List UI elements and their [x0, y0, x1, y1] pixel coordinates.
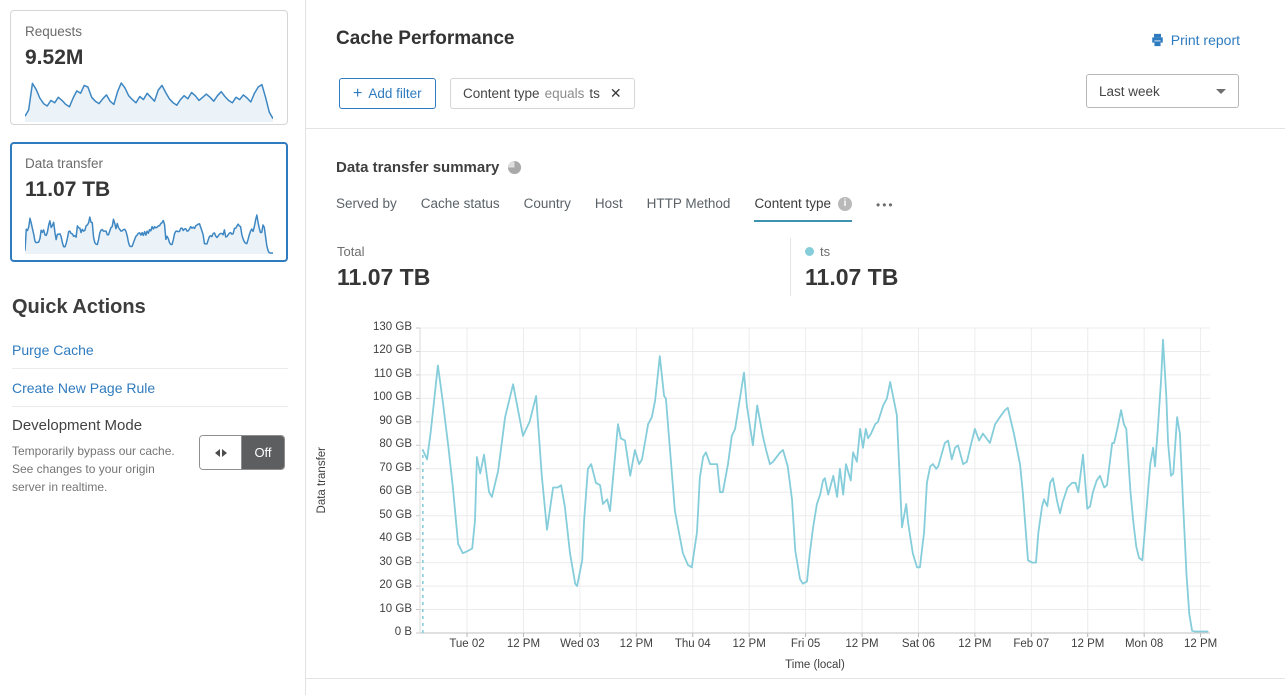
requests-card[interactable]: Requests 9.52M: [10, 10, 288, 125]
ts-stat-label: ts: [805, 244, 830, 259]
tab-content-type[interactable]: Content type i: [754, 196, 852, 222]
ts-legend-dot: [805, 247, 814, 256]
requests-sparkline: [25, 79, 273, 123]
tab-country[interactable]: Country: [524, 196, 571, 222]
chart-line-ts: [421, 338, 1209, 633]
page-title: Cache Performance: [336, 28, 515, 49]
ts-value: 11.07 TB: [805, 264, 899, 290]
create-page-rule-link[interactable]: Create New Page Rule: [12, 380, 156, 396]
sparkline-line: [25, 215, 273, 253]
x-tick-label: 12 PM: [619, 638, 653, 650]
filter-chip-field: Content type: [463, 86, 540, 101]
sidebar-divider: [305, 0, 306, 695]
data-transfer-sparkline: [25, 211, 273, 255]
x-tick-label: 12 PM: [845, 638, 879, 650]
header-divider: [306, 128, 1285, 129]
add-filter-label: Add filter: [368, 86, 422, 101]
y-tick-label: 20 GB: [379, 579, 412, 592]
time-range-value: Last week: [1099, 83, 1160, 99]
tab-label: Host: [594, 196, 623, 211]
chevron-down-icon: [1216, 88, 1226, 94]
add-filter-button[interactable]: + Add filter: [339, 78, 436, 109]
summary-title-text: Data transfer summary: [336, 159, 500, 176]
summary-title: Data transfer summary: [336, 159, 522, 176]
sparkline-fill: [25, 83, 273, 122]
y-tick-label: 60 GB: [379, 485, 412, 498]
x-tick-label: Mon 08: [1124, 638, 1164, 650]
x-tick-label: 12 PM: [1183, 638, 1218, 650]
x-tick-label: 12 PM: [506, 638, 541, 650]
x-tick-label: Wed 03: [560, 638, 600, 650]
ts-label: ts: [820, 244, 831, 259]
sparkline-line: [25, 83, 273, 119]
printer-icon: [1150, 33, 1165, 47]
stats-divider: [790, 238, 791, 296]
time-range-select[interactable]: Last week: [1086, 74, 1239, 108]
filter-chip-operator: equals: [544, 86, 585, 101]
pie-chart-icon: [507, 160, 522, 175]
y-axis-label: Data transfer: [316, 447, 328, 514]
tab-cache-status[interactable]: Cache status: [421, 196, 500, 222]
y-tick-label: 0 B: [394, 626, 412, 638]
x-tick-label: 12 PM: [958, 638, 992, 650]
y-tick-label: 110 GB: [373, 367, 412, 380]
tab-label: Country: [523, 196, 571, 211]
tab-host[interactable]: Host: [595, 196, 623, 222]
x-axis-label: Time (local): [785, 659, 845, 671]
tab-http-method[interactable]: HTTP Method: [647, 196, 731, 222]
development-mode-toggle[interactable]: Off: [199, 435, 285, 470]
y-tick-label: 10 GB: [379, 602, 412, 615]
close-icon[interactable]: ✕: [609, 85, 622, 101]
plus-icon: +: [353, 84, 363, 102]
toggle-off-label: Off: [242, 436, 284, 469]
purge-cache-link[interactable]: Purge Cache: [12, 342, 94, 358]
development-mode-description: Temporarily bypass our cache. See change…: [12, 444, 175, 494]
quick-actions-title: Quick Actions: [12, 296, 146, 318]
data-transfer-card[interactable]: Data transfer 11.07 TB: [10, 142, 288, 262]
x-tick-label: 12 PM: [1071, 638, 1105, 650]
tab-label: Cache status: [420, 196, 500, 211]
x-tick-label: 12 PM: [732, 638, 766, 650]
tab-served-by[interactable]: Served by: [336, 196, 397, 222]
x-tick-label: Tue 02: [449, 638, 485, 650]
chart-canvas: [416, 327, 1210, 637]
divider: [12, 406, 288, 407]
y-tick-label: 130 GB: [373, 321, 412, 333]
total-value: 11.07 TB: [337, 264, 431, 290]
print-report-label: Print report: [1170, 32, 1240, 48]
toggle-arrows-icon: [200, 436, 242, 469]
data-transfer-card-value: 11.07 TB: [25, 178, 111, 201]
info-icon[interactable]: i: [838, 196, 852, 211]
data-transfer-card-label: Data transfer: [25, 156, 104, 171]
filter-chip-value: ts: [589, 86, 600, 101]
summary-tabs: Served by Cache status Country Host HTTP Met…: [336, 196, 895, 222]
sparkline-fill: [25, 215, 273, 254]
total-label: Total: [337, 244, 365, 259]
x-tick-label: Sat 06: [901, 638, 936, 650]
more-tabs-button[interactable]: •••: [876, 198, 895, 212]
y-tick-label: 30 GB: [379, 555, 412, 568]
main-chart: Data transfer Time (local) 0 B 10 GB 20 GB…: [316, 321, 1217, 671]
section-divider: [306, 678, 1285, 679]
print-report-button[interactable]: Print report: [1150, 32, 1240, 48]
y-tick-label: 90 GB: [379, 414, 412, 427]
divider: [12, 368, 288, 369]
y-tick-label: 80 GB: [379, 438, 412, 451]
requests-card-value: 9.52M: [25, 46, 84, 69]
y-tick-label: 40 GB: [379, 532, 412, 545]
y-tick-label: 100 GB: [373, 391, 412, 404]
tab-label: HTTP Method: [646, 196, 731, 211]
y-tick-label: 120 GB: [373, 344, 412, 357]
requests-card-label: Requests: [25, 24, 83, 39]
y-tick-label: 70 GB: [379, 461, 412, 474]
filter-chip[interactable]: Content type equals ts ✕: [450, 78, 635, 109]
x-tick-label: Feb 07: [1013, 638, 1050, 650]
y-tick-label: 50 GB: [379, 508, 412, 521]
x-tick-label: Thu 04: [674, 638, 711, 650]
tab-label: Served by: [336, 196, 397, 211]
tab-label: Content type: [754, 196, 831, 211]
x-tick-label: Fri 05: [790, 638, 821, 650]
development-mode-title: Development Mode: [12, 417, 143, 434]
